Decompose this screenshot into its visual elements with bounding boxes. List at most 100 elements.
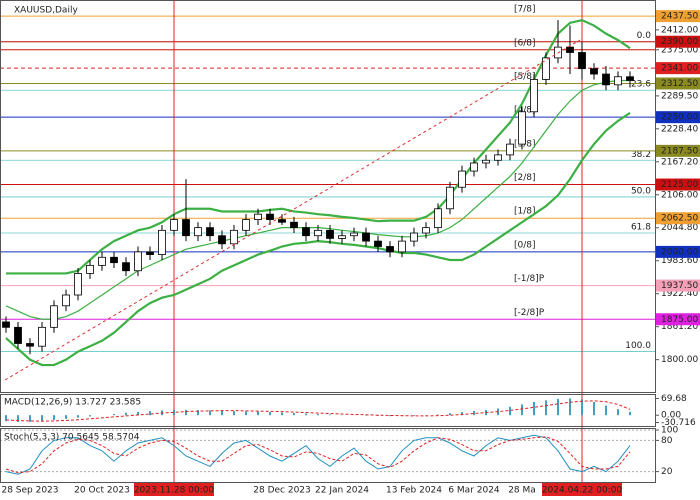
- macd-bar: [413, 415, 415, 416]
- level-label: 2312.50: [661, 79, 698, 89]
- y-tick-label: 80: [661, 436, 673, 446]
- level-label: 2062.50: [661, 214, 698, 224]
- y-tick-label: 20: [661, 467, 673, 477]
- level-label: 2250.00: [661, 113, 698, 123]
- candle-body: [530, 79, 538, 113]
- fib-label: 38.2: [631, 150, 651, 160]
- candle-body: [494, 154, 502, 161]
- level-label: 2390.00: [661, 37, 698, 47]
- y-tick-label: 2412.00: [661, 25, 698, 35]
- level-box: [655, 144, 700, 157]
- x-tick-label: 28 Dec 2023: [253, 486, 311, 496]
- macd-panel: [0, 394, 656, 427]
- candle-body: [74, 273, 82, 296]
- candle-body: [242, 219, 250, 231]
- y-tick-label: 1983.60: [661, 256, 698, 266]
- macd-bar: [449, 413, 451, 416]
- candle-body: [206, 227, 214, 237]
- y-tick-label: 0.00: [661, 411, 681, 421]
- macd-bar: [281, 412, 283, 416]
- y-tick-label: 1922.40: [661, 289, 698, 299]
- macd-bar: [221, 410, 223, 416]
- macd-bar: [53, 415, 55, 420]
- macd-bar: [65, 415, 67, 419]
- candle-body: [614, 76, 622, 86]
- candle-body: [326, 229, 334, 239]
- candle-body: [626, 76, 634, 81]
- candle-body: [398, 240, 406, 253]
- macd-bar: [185, 409, 187, 416]
- candle-body: [302, 227, 310, 237]
- marker-box: [542, 483, 622, 496]
- x-tick-label: 28 Sep 2023: [1, 486, 58, 496]
- candle-body: [110, 256, 118, 264]
- level-label: 2187.50: [661, 146, 698, 156]
- y-tick-label: 100: [661, 426, 678, 436]
- y-tick-label: 2044.80: [661, 223, 698, 233]
- candle-body: [446, 186, 454, 210]
- y-tick-label: 2167.20: [661, 157, 698, 167]
- candle-body: [518, 111, 526, 145]
- level-name: [0/8]: [514, 240, 536, 250]
- candle-body: [482, 159, 490, 164]
- macd-bar: [533, 402, 535, 416]
- candle-body: [374, 240, 382, 247]
- macd-bar: [137, 411, 139, 416]
- macd-bar: [473, 410, 475, 416]
- band-upper: [6, 19, 631, 275]
- macd-bar: [197, 410, 199, 416]
- level-name: [-1/8]P: [514, 274, 545, 284]
- level-name: [5/8]: [514, 72, 536, 82]
- macd-bar: [245, 411, 247, 416]
- level-name: [-2/8]P: [514, 308, 545, 318]
- level-box: [655, 35, 700, 48]
- level-box: [655, 178, 700, 191]
- candle-body: [506, 143, 514, 156]
- macd-bar: [149, 411, 151, 416]
- x-tick-label: 20 Oct 2023: [74, 486, 130, 496]
- macd-bar: [41, 415, 43, 422]
- level-box: [655, 212, 700, 225]
- candle-body: [338, 235, 346, 239]
- candle-body: [170, 219, 178, 231]
- y-tick-label: 1800.00: [661, 355, 698, 365]
- level-label: 2437.50: [661, 12, 698, 22]
- candle-body: [566, 46, 574, 53]
- y-tick-label: 2228.40: [661, 124, 698, 134]
- candle-body: [230, 229, 238, 245]
- macd-bar: [509, 406, 511, 416]
- candle-body: [470, 162, 478, 172]
- macd-bar: [305, 413, 307, 416]
- candle-body: [578, 52, 586, 70]
- macd-bar: [569, 398, 571, 416]
- macd-bar: [5, 415, 7, 422]
- candle-body: [362, 232, 370, 242]
- x-tick-label: 2023.11.28 00:00: [134, 486, 215, 496]
- candle-body: [314, 229, 322, 237]
- level-label: 2341.00: [661, 64, 698, 74]
- chart-title: XAUUSD,Daily: [14, 6, 78, 16]
- fib-label: 50.0: [631, 186, 651, 196]
- stoch-panel: [0, 428, 656, 483]
- fib-label: 23.6: [631, 80, 651, 90]
- macd-bar: [617, 409, 619, 416]
- macd-bar: [329, 414, 331, 416]
- level-label: 1875.00: [661, 315, 698, 325]
- candle-body: [602, 73, 610, 86]
- macd-bar: [77, 415, 79, 418]
- candle-body: [98, 256, 106, 266]
- level-box: [655, 313, 700, 326]
- level-box: [655, 77, 700, 90]
- macd-bar: [209, 410, 211, 416]
- y-tick-label: -30.716: [661, 418, 696, 428]
- macd-bar: [233, 411, 235, 416]
- macd-bar: [113, 414, 115, 416]
- macd-bar: [293, 413, 295, 416]
- x-tick-label: 6 Mar 2024: [448, 486, 500, 496]
- macd-bar: [581, 399, 583, 416]
- macd-bar: [269, 412, 271, 416]
- macd-bar: [521, 404, 523, 416]
